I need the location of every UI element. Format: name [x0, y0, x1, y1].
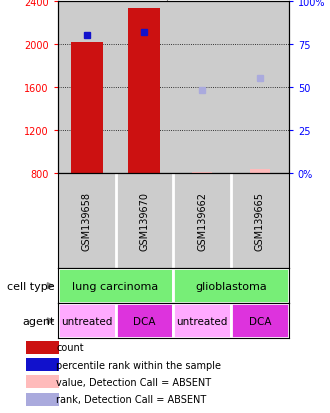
- Text: percentile rank within the sample: percentile rank within the sample: [56, 360, 221, 370]
- Text: DCA: DCA: [133, 316, 156, 326]
- Title: GDS2444 / 201675_at: GDS2444 / 201675_at: [104, 0, 242, 1]
- Bar: [26, 393, 59, 406]
- Text: glioblastoma: glioblastoma: [195, 281, 267, 291]
- Text: DCA: DCA: [248, 316, 271, 326]
- Text: agent: agent: [22, 316, 54, 326]
- Bar: [58, 268, 173, 304]
- Bar: [250, 169, 270, 173]
- Text: lung carcinoma: lung carcinoma: [72, 281, 159, 291]
- Bar: [58, 304, 115, 339]
- Text: value, Detection Call = ABSENT: value, Detection Call = ABSENT: [56, 377, 211, 387]
- Bar: [173, 268, 289, 304]
- Text: rank, Detection Call = ABSENT: rank, Detection Call = ABSENT: [56, 394, 206, 404]
- Bar: [71, 43, 103, 173]
- Text: untreated: untreated: [177, 316, 228, 326]
- Text: GSM139662: GSM139662: [197, 192, 207, 250]
- Bar: [128, 9, 160, 173]
- Bar: [26, 375, 59, 389]
- Text: cell type: cell type: [7, 281, 54, 291]
- Text: count: count: [56, 342, 84, 352]
- Text: GSM139658: GSM139658: [82, 192, 92, 250]
- Text: GSM139665: GSM139665: [255, 192, 265, 250]
- Text: untreated: untreated: [61, 316, 112, 326]
- Text: GSM139670: GSM139670: [139, 192, 149, 250]
- Bar: [115, 304, 173, 339]
- Bar: [26, 358, 59, 371]
- Bar: [173, 304, 231, 339]
- Bar: [231, 304, 289, 339]
- Bar: [192, 172, 212, 173]
- Bar: [26, 341, 59, 354]
